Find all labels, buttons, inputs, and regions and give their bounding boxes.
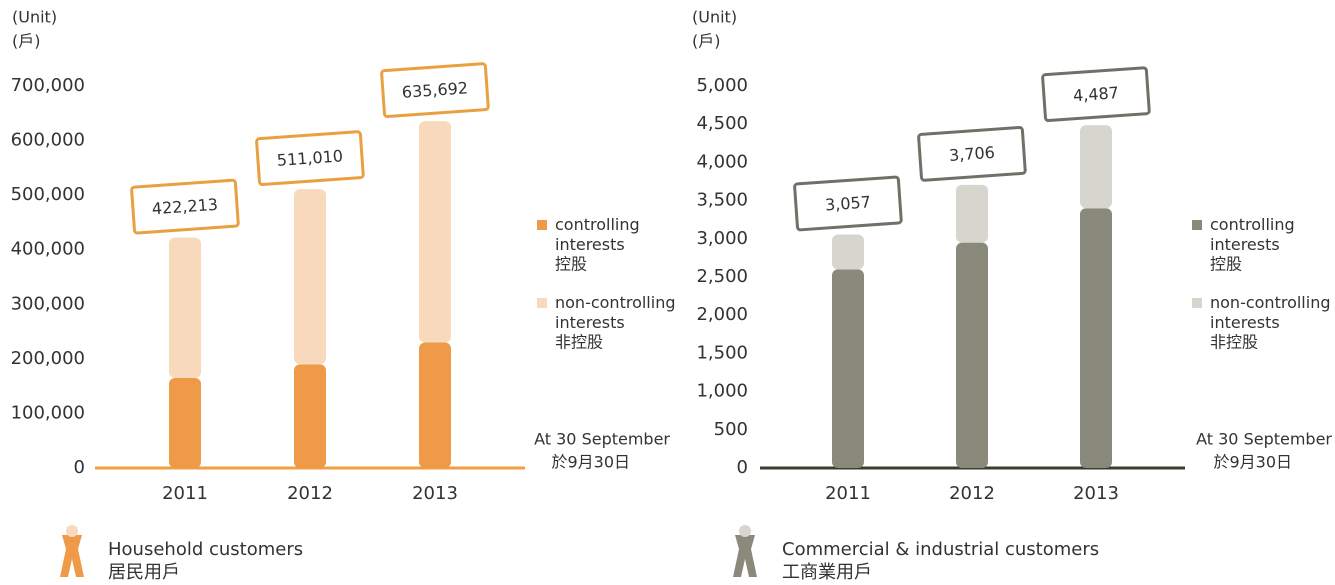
y-tick-label: 100,000 (11, 402, 85, 423)
y-tick-label: 600,000 (11, 130, 85, 151)
caption: Household customers (108, 539, 303, 560)
legend-label: non-controlling interests (555, 293, 676, 332)
y-tick-label: 700,000 (11, 75, 85, 96)
total-box-frame (917, 125, 1027, 182)
legend-label-zh: 控股 (1210, 255, 1242, 274)
bar-segment (294, 364, 326, 468)
legend-word: interests (1210, 235, 1280, 254)
y-tick-label: 400,000 (11, 239, 85, 260)
note: 於9月30日 (551, 453, 630, 472)
y-tick-label: 300,000 (11, 293, 85, 314)
legend-word: non-controlling (555, 293, 676, 312)
total-box-frame (255, 130, 365, 187)
y-tick-label: 500,000 (11, 184, 85, 205)
legend-label-zh: 非控股 (1210, 333, 1258, 352)
legend-word: non-controlling (1210, 293, 1331, 312)
legend-word: controlling (1210, 215, 1295, 234)
y-tick-label: 3,000 (696, 228, 748, 249)
unit-label: (Unit) (692, 8, 737, 27)
note: At 30 September (1196, 430, 1332, 449)
legend-swatch (1192, 298, 1202, 308)
total-box: 3,706 (917, 125, 1027, 182)
legend-label-zh: 控股 (555, 255, 587, 274)
y-tick-label: 200,000 (11, 348, 85, 369)
total-label: 4,487 (1072, 83, 1119, 105)
x-tick-label: 2013 (1073, 483, 1119, 504)
total-box: 635,692 (380, 62, 490, 118)
total-label: 3,706 (948, 143, 995, 165)
x-tick-label: 2011 (162, 483, 208, 504)
x-tick-label: 2011 (825, 483, 871, 504)
bar-segment (419, 342, 451, 468)
bar-segment (294, 189, 326, 365)
bar-segment (832, 269, 864, 468)
bar-segment (956, 242, 988, 468)
y-tick-label: 5,000 (696, 75, 748, 96)
bar-segment (1080, 208, 1112, 469)
bar-segment (169, 237, 201, 378)
total-box: 422,213 (130, 178, 240, 235)
bar-segment (1080, 125, 1112, 209)
x-tick-label: 2012 (287, 483, 333, 504)
y-tick-label: 4,500 (696, 113, 748, 134)
y-tick-label: 500 (714, 419, 748, 440)
note: At 30 September (534, 430, 670, 449)
legend-word: interests (555, 313, 625, 332)
total-box-frame (1041, 66, 1151, 123)
bar-segment (832, 234, 864, 270)
bar-segment (419, 121, 451, 343)
note: 於9月30日 (1213, 453, 1292, 472)
total-box: 511,010 (255, 130, 365, 187)
y-tick-label: 0 (74, 457, 85, 478)
y-tick-label: 2,500 (696, 266, 748, 287)
x-tick-label: 2012 (949, 483, 995, 504)
total-box-frame (793, 175, 903, 232)
y-tick-label: 1,000 (696, 381, 748, 402)
unit-label: (戶) (12, 32, 41, 51)
x-tick-label: 2013 (412, 483, 458, 504)
total-box: 3,057 (793, 175, 903, 232)
legend-word: interests (555, 235, 625, 254)
legend-label-zh: 非控股 (555, 333, 603, 352)
y-tick-label: 0 (737, 457, 748, 478)
caption: Commercial & industrial customers (782, 539, 1099, 560)
caption-icon (733, 525, 757, 577)
caption-icon (60, 525, 84, 577)
legend-label: controlling interests (1210, 215, 1295, 254)
bar-segment (169, 377, 201, 468)
total-box-frame (130, 178, 240, 235)
unit-label: (戶) (692, 32, 721, 51)
caption: 居民用戶 (108, 562, 180, 583)
total-box: 4,487 (1041, 66, 1151, 123)
legend-swatch (1192, 220, 1202, 230)
legend-word: interests (1210, 313, 1280, 332)
bar-segment (956, 184, 988, 243)
legend-swatch (537, 298, 547, 308)
total-label: 635,692 (401, 78, 468, 102)
total-box-frame (380, 62, 490, 118)
legend-label: controlling interests (555, 215, 640, 254)
y-tick-label: 2,000 (696, 304, 748, 325)
y-tick-label: 4,000 (696, 151, 748, 172)
legend-label: non-controlling interests (1210, 293, 1331, 332)
legend-swatch (537, 220, 547, 230)
total-label: 422,213 (151, 195, 218, 219)
caption: 工商業用戶 (782, 562, 872, 583)
y-tick-label: 3,500 (696, 190, 748, 211)
total-label: 3,057 (824, 192, 871, 214)
legend-word: controlling (555, 215, 640, 234)
total-label: 511,010 (276, 146, 343, 170)
y-tick-label: 1,500 (696, 342, 748, 363)
unit-label: (Unit) (12, 8, 57, 27)
